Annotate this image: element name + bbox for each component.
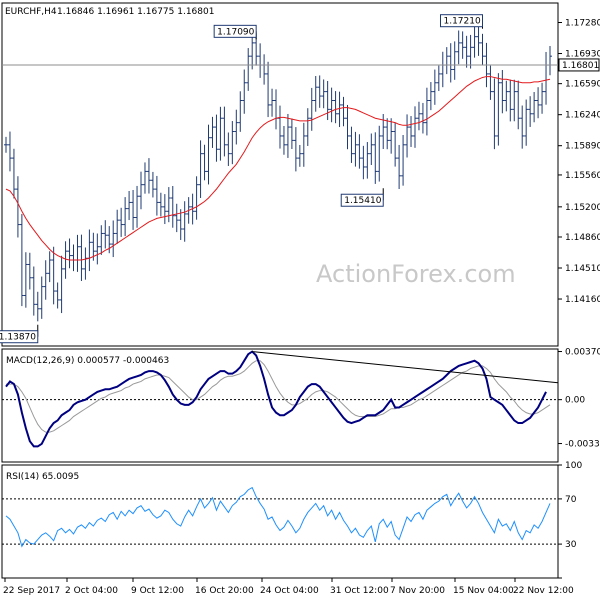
annotation-label: 1.17090 bbox=[217, 27, 254, 37]
rsi-y-tick-label: 30 bbox=[565, 540, 577, 550]
macd-y-tick-label: 0.003705 bbox=[565, 348, 600, 358]
rsi-title: RSI(14) 65.0095 bbox=[6, 472, 79, 482]
price-y-tick-label: 1.14860 bbox=[565, 233, 600, 243]
annotation-box bbox=[0, 330, 39, 344]
macd-line bbox=[5, 350, 547, 448]
price-y-tick-label: 1.14160 bbox=[565, 295, 600, 305]
rsi-y-tick-label: 70 bbox=[565, 495, 577, 505]
annotation-label: 1.13870 bbox=[0, 333, 36, 343]
x-tick-label: 31 Oct 12:00 bbox=[330, 586, 389, 596]
header-symbol: EURCHF,H4 bbox=[5, 7, 57, 17]
annotation-box bbox=[213, 24, 257, 38]
annotation-box bbox=[439, 14, 483, 28]
annotation-box bbox=[340, 193, 384, 207]
header-ohlc: 1.16846 1.16961 1.16775 1.16801 bbox=[57, 7, 214, 17]
price-y-tick-label: 1.17280 bbox=[565, 18, 600, 28]
current-price-label: 1.16801 bbox=[562, 61, 599, 71]
price-y-tick-label: 1.15200 bbox=[565, 203, 600, 213]
price-y-tick-label: 1.15890 bbox=[565, 142, 600, 152]
x-tick-label: 22 Nov 12:00 bbox=[513, 586, 574, 596]
watermark: ActionForex.com bbox=[316, 260, 516, 288]
price-y-tick-label: 1.16240 bbox=[565, 111, 600, 121]
x-tick-label: 9 Oct 12:00 bbox=[131, 586, 184, 596]
macd-y-tick-label: 0.00 bbox=[565, 396, 585, 406]
macd-panel-frame bbox=[1, 348, 559, 463]
annotation-label: 1.17210 bbox=[443, 17, 480, 27]
macd-y-tick-label: -0.003379 bbox=[565, 440, 600, 450]
rsi-line bbox=[5, 486, 551, 548]
rsi-panel-frame bbox=[1, 464, 559, 579]
x-tick-label: 24 Oct 04:00 bbox=[260, 586, 319, 596]
x-tick-label: 7 Nov 20:00 bbox=[390, 586, 445, 596]
annotation-label: 1.15410 bbox=[344, 196, 381, 206]
macd-trendline bbox=[252, 351, 559, 384]
macd-signal-line bbox=[6, 360, 551, 433]
x-tick-label: 16 Oct 20:00 bbox=[195, 586, 254, 596]
moving-average-line bbox=[5, 76, 551, 261]
price-y-tick-label: 1.14510 bbox=[565, 264, 600, 274]
price-y-tick-label: 1.16590 bbox=[565, 80, 600, 90]
x-tick-label: 2 Oct 04:00 bbox=[65, 586, 118, 596]
current-price-box bbox=[558, 58, 600, 72]
x-tick-label: 22 Sep 2017 bbox=[3, 586, 60, 596]
price-y-tick-label: 1.15560 bbox=[565, 171, 600, 181]
x-tick-label: 15 Nov 04:00 bbox=[453, 586, 514, 596]
price-y-tick-label: 1.16930 bbox=[565, 50, 600, 60]
rsi-y-tick-label: 100 bbox=[565, 461, 582, 471]
macd-title: MACD(12,26,9) 0.000577 -0.000463 bbox=[6, 356, 169, 366]
